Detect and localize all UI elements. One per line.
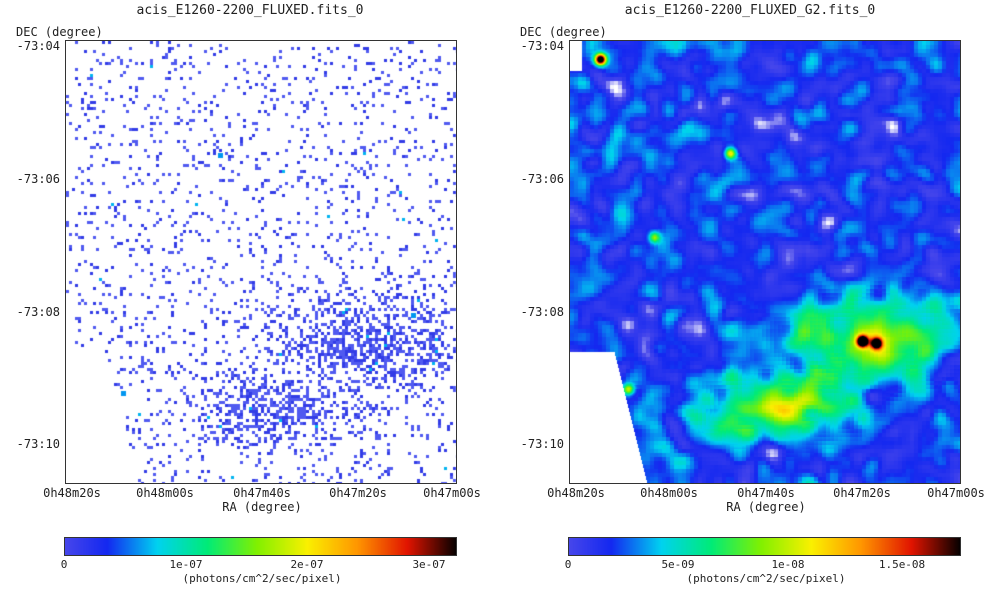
colorbar-tick: 1e-07 xyxy=(169,558,203,571)
colorbar-tick: 0 xyxy=(60,558,68,571)
x-tick: 0h48m20s xyxy=(547,486,605,500)
x-axis-label: RA (degree) xyxy=(222,500,302,514)
panel-title: acis_E1260-2200_FLUXED_G2.fits_0 xyxy=(624,3,876,18)
colorbar-tick: 1.5e-08 xyxy=(878,558,926,571)
panel-title: acis_E1260-2200_FLUXED.fits_0 xyxy=(136,3,364,18)
y-tick: -73:08 xyxy=(520,305,564,319)
y-tick: -73:04 xyxy=(16,39,60,53)
x-tick: 0h47m20s xyxy=(833,486,891,500)
colorbar-tick: 1e-08 xyxy=(771,558,805,571)
x-tick: 0h47m40s xyxy=(233,486,291,500)
colorbar-tick: 2e-07 xyxy=(290,558,324,571)
x-tick: 0h48m00s xyxy=(640,486,698,500)
colorbar-unit: (photons/cm^2/sec/pixel) xyxy=(182,572,342,585)
x-tick: 0h48m20s xyxy=(43,486,101,500)
x-axis-label: RA (degree) xyxy=(726,500,806,514)
image-plot[interactable] xyxy=(569,40,961,484)
panel-smoothed: acis_E1260-2200_FLUXED_G2.fits_0 DEC (de… xyxy=(500,0,1000,612)
y-tick: -73:06 xyxy=(16,172,60,186)
colorbar-tick: 5e-09 xyxy=(661,558,695,571)
sky-image xyxy=(570,41,960,483)
x-tick: 0h47m20s xyxy=(329,486,387,500)
x-tick: 0h48m00s xyxy=(136,486,194,500)
x-tick: 0h47m40s xyxy=(737,486,795,500)
image-plot[interactable] xyxy=(65,40,457,484)
y-tick: -73:06 xyxy=(520,172,564,186)
sky-image xyxy=(66,41,456,483)
colorbar xyxy=(568,537,961,556)
colorbar-tick: 0 xyxy=(564,558,572,571)
y-tick: -73:04 xyxy=(520,39,564,53)
y-tick: -73:10 xyxy=(520,437,564,451)
y-tick: -73:08 xyxy=(16,305,60,319)
y-axis-label: DEC (degree) xyxy=(520,25,607,39)
colorbar-tick: 3e-07 xyxy=(412,558,446,571)
colorbar-gradient xyxy=(65,538,456,555)
x-tick: 0h47m00s xyxy=(927,486,985,500)
panel-raw: acis_E1260-2200_FLUXED.fits_0 DEC (degre… xyxy=(16,3,481,586)
colorbar xyxy=(64,537,457,556)
colorbar-gradient xyxy=(569,538,960,555)
y-axis-label: DEC (degree) xyxy=(16,25,103,39)
x-tick: 0h47m00s xyxy=(423,486,481,500)
colorbar-unit: (photons/cm^2/sec/pixel) xyxy=(686,572,846,585)
y-tick: -73:10 xyxy=(16,437,60,451)
